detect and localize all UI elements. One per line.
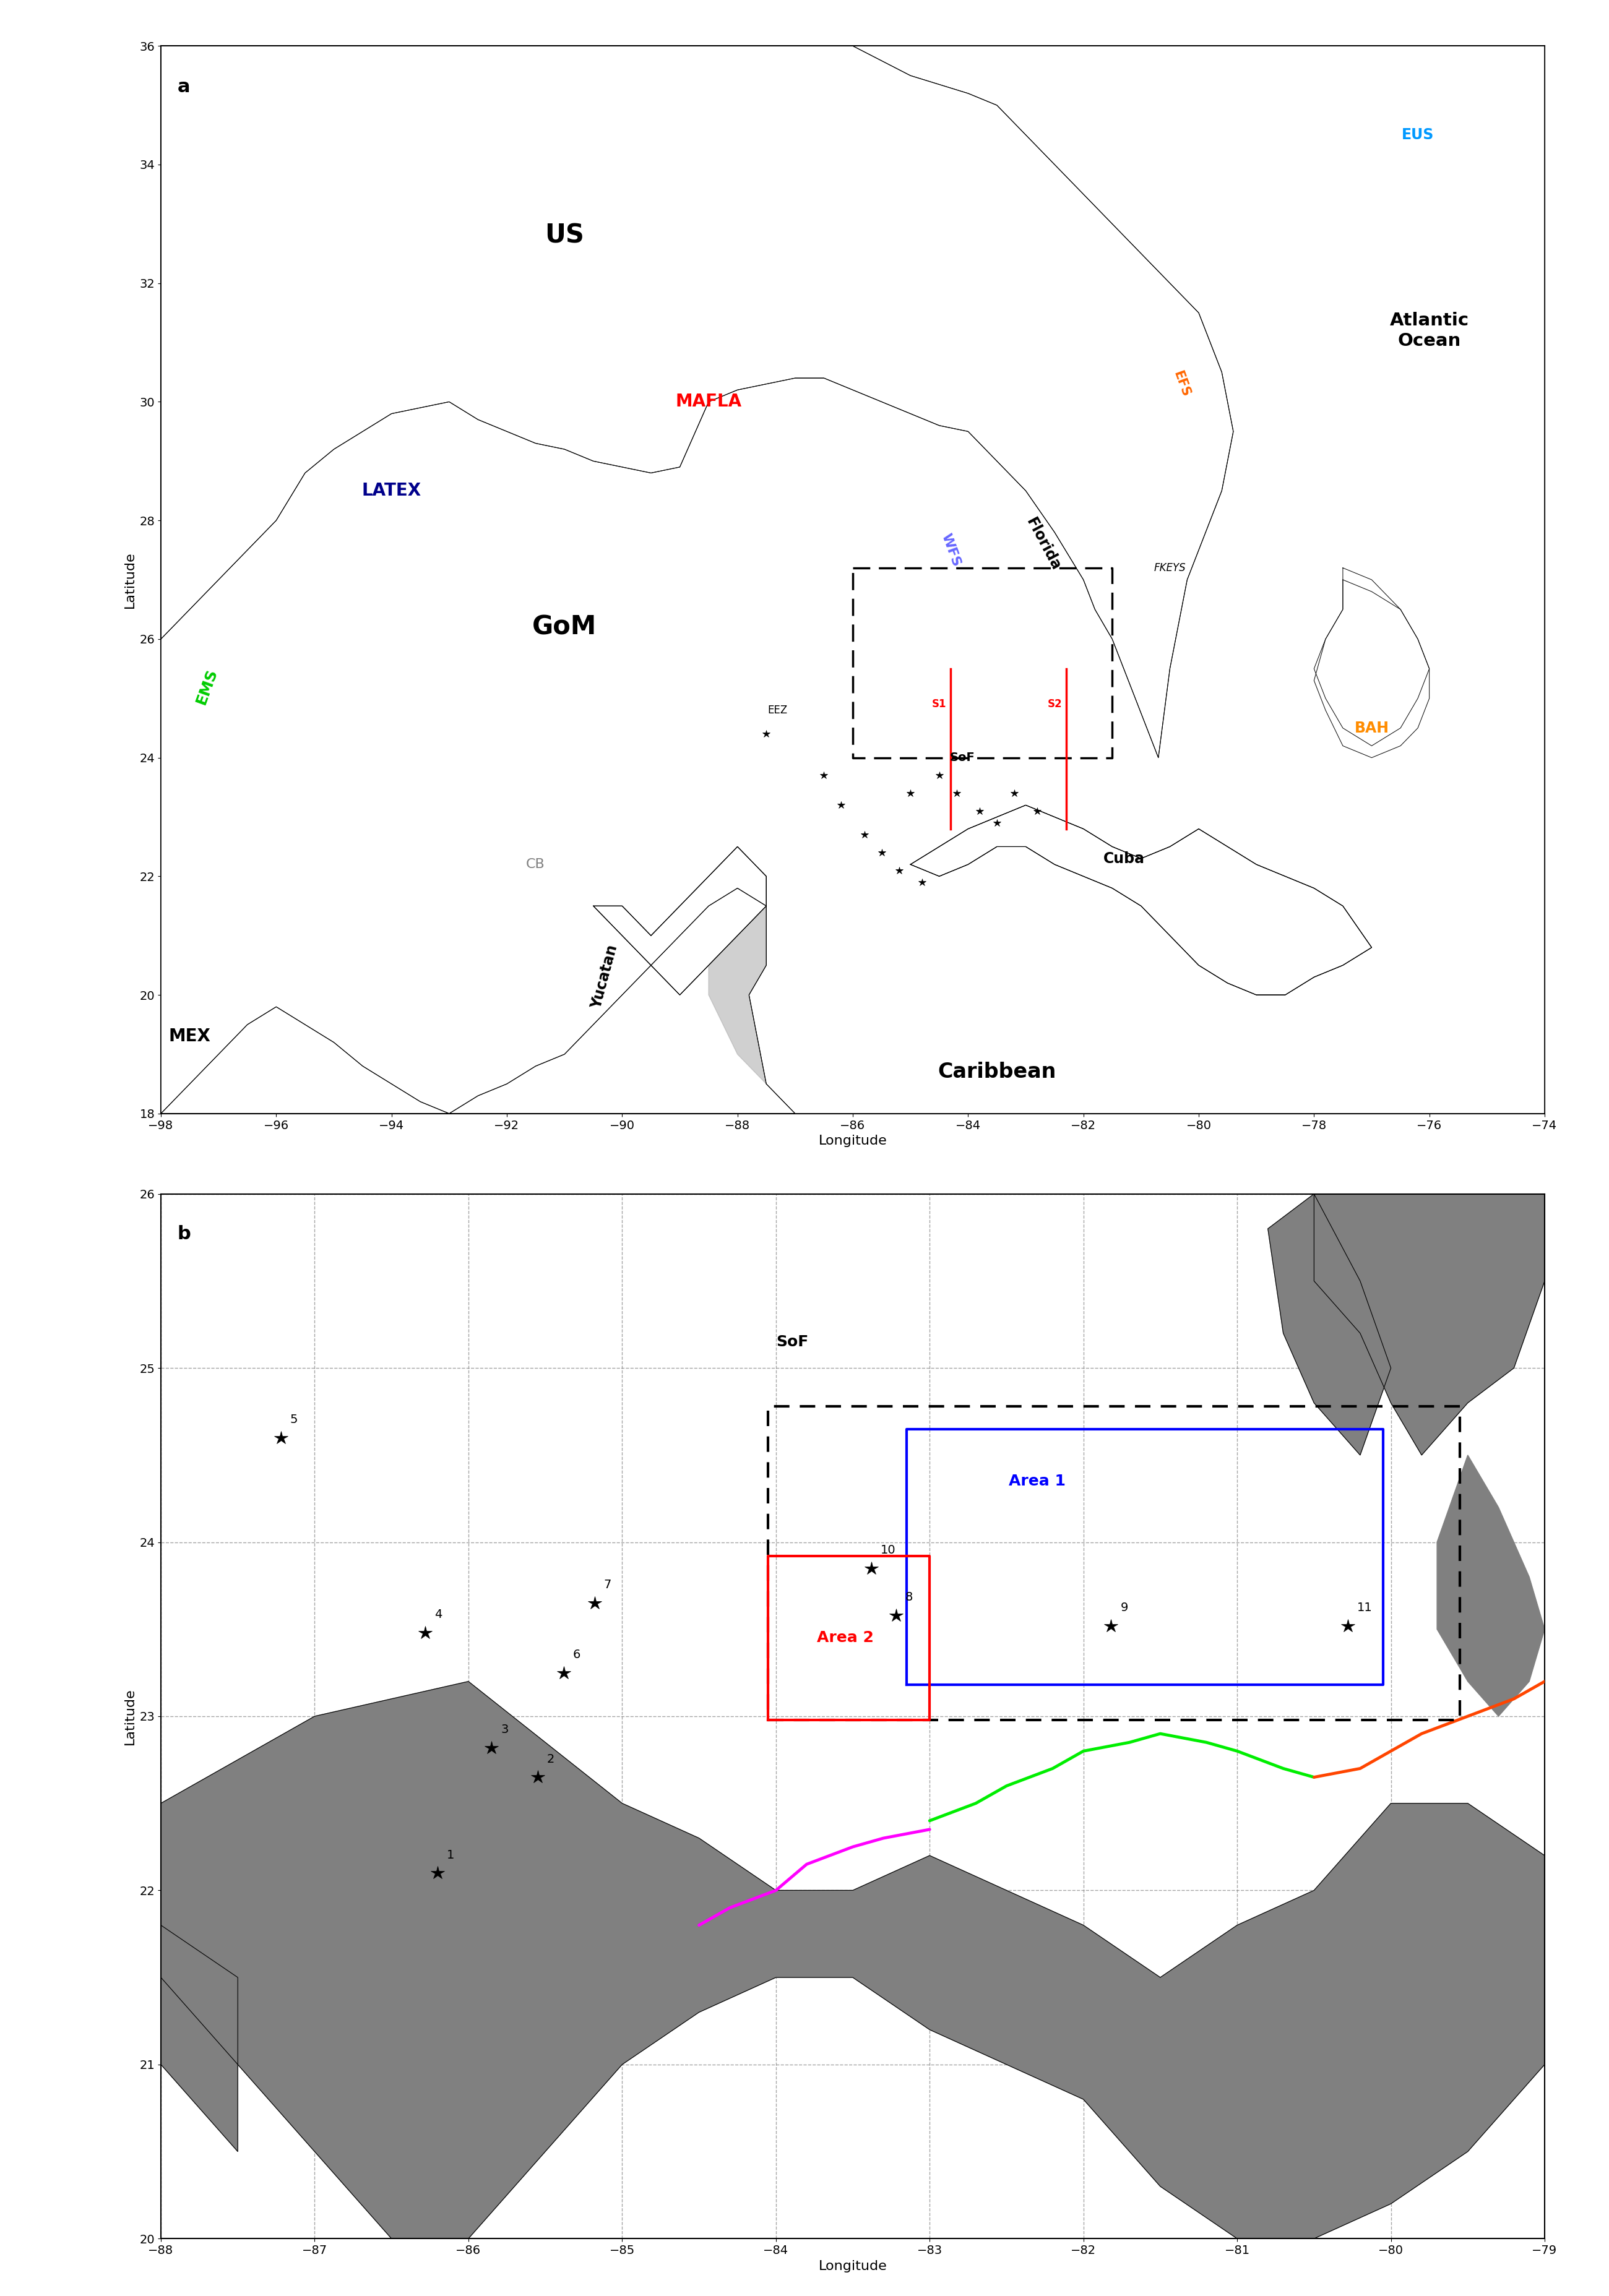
Text: MEX: MEX [169, 1029, 211, 1045]
Polygon shape [161, 46, 1232, 758]
Polygon shape [565, 379, 940, 484]
Text: Area 1: Area 1 [1009, 1474, 1065, 1488]
Y-axis label: Latitude: Latitude [124, 551, 137, 608]
Polygon shape [420, 806, 610, 937]
Polygon shape [1152, 312, 1228, 450]
Text: CB: CB [526, 859, 545, 870]
Text: Atlantic
Ocean: Atlantic Ocean [1390, 312, 1469, 349]
Text: Yucatan: Yucatan [589, 944, 621, 1010]
Polygon shape [1437, 1456, 1545, 1715]
Text: 9: 9 [1120, 1603, 1128, 1614]
Polygon shape [161, 1924, 238, 2151]
Polygon shape [161, 46, 1232, 758]
Polygon shape [1268, 1194, 1390, 1456]
Text: 2: 2 [547, 1754, 555, 1766]
Text: 6: 6 [573, 1649, 581, 1660]
Text: GoM: GoM [533, 615, 597, 641]
Polygon shape [594, 847, 766, 994]
Text: 3: 3 [500, 1724, 508, 1736]
Text: EFS: EFS [1171, 370, 1192, 400]
Text: 5: 5 [290, 1414, 298, 1426]
Text: EUS: EUS [1401, 129, 1434, 142]
Text: WFS: WFS [940, 533, 962, 569]
Text: Florida: Florida [1023, 514, 1064, 574]
Text: EEZ: EEZ [767, 705, 788, 716]
Text: EMS: EMS [193, 666, 220, 707]
Polygon shape [708, 638, 911, 1084]
Text: MAFLA: MAFLA [676, 393, 742, 411]
Text: Area 2: Area 2 [817, 1630, 874, 1646]
Text: 10: 10 [880, 1545, 896, 1557]
Text: BAH: BAH [1355, 721, 1389, 735]
Text: FKEYS: FKEYS [1154, 563, 1186, 574]
Text: a: a [177, 78, 190, 96]
Text: 4: 4 [434, 1609, 442, 1621]
Y-axis label: Latitude: Latitude [124, 1688, 137, 1745]
Polygon shape [1315, 567, 1429, 758]
X-axis label: Longitude: Longitude [819, 2259, 887, 2273]
Text: S2: S2 [1047, 698, 1062, 709]
Polygon shape [911, 806, 1371, 994]
Text: 8: 8 [904, 1591, 912, 1603]
Text: Caribbean: Caribbean [938, 1061, 1056, 1081]
Polygon shape [594, 847, 766, 994]
Text: LATEX: LATEX [362, 482, 422, 501]
Text: Cuba: Cuba [1104, 852, 1144, 866]
Text: 7: 7 [603, 1580, 611, 1591]
Polygon shape [940, 425, 1130, 758]
X-axis label: Longitude: Longitude [819, 1134, 887, 1148]
Polygon shape [161, 1681, 1545, 2239]
Text: 1: 1 [447, 1848, 454, 1860]
Text: SoF: SoF [949, 751, 975, 765]
Polygon shape [594, 847, 766, 994]
Polygon shape [911, 806, 1371, 994]
Text: 11: 11 [1356, 1603, 1372, 1614]
Text: b: b [177, 1226, 191, 1242]
Polygon shape [1315, 581, 1429, 746]
Polygon shape [161, 402, 565, 638]
Text: S1: S1 [932, 698, 946, 709]
Text: US: US [545, 223, 584, 248]
Polygon shape [161, 510, 277, 698]
Polygon shape [1315, 1194, 1545, 1456]
Polygon shape [161, 46, 1545, 1114]
Polygon shape [1344, 76, 1475, 236]
Text: SoF: SoF [776, 1334, 808, 1350]
Polygon shape [161, 46, 1545, 1114]
Polygon shape [911, 806, 1371, 994]
